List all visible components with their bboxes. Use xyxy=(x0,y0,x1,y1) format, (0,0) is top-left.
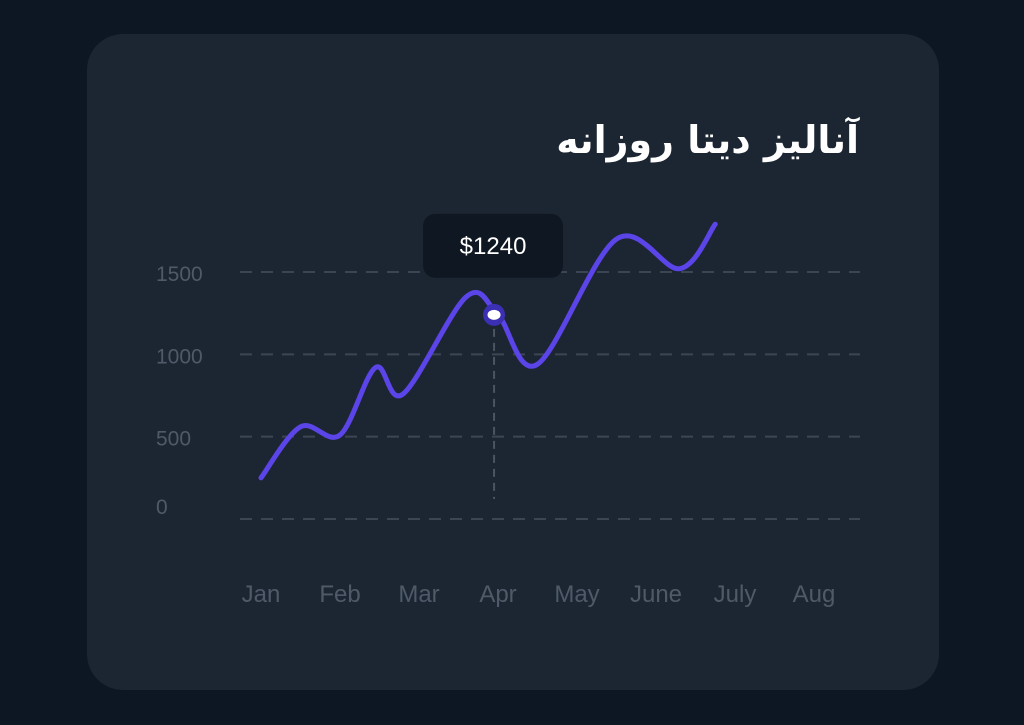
y-tick-label: 1500 xyxy=(156,263,203,286)
tooltip-box xyxy=(423,213,564,278)
y-axis-ticks: 0 500 1000 1500 xyxy=(156,263,203,519)
x-tick-label: Aug xyxy=(793,581,836,608)
y-tick-label: 1000 xyxy=(156,345,203,368)
tooltip-value: $1240 xyxy=(460,233,527,260)
tooltip-group: $1240 xyxy=(423,213,564,278)
x-tick-label: Mar xyxy=(398,581,439,608)
x-tick-label: May xyxy=(554,581,599,608)
highlight-marker xyxy=(487,309,501,320)
series-lines xyxy=(258,221,718,481)
grid-lines xyxy=(240,271,860,520)
x-tick-label: Jan xyxy=(242,581,281,608)
series-line-0 xyxy=(258,221,718,481)
y-tick-label: 0 xyxy=(156,496,168,519)
y-tick-label: 500 xyxy=(156,428,191,451)
chart-title: آنالیز دیتا روزانه xyxy=(556,118,859,162)
x-tick-label: June xyxy=(630,581,682,608)
x-axis-ticks: Jan Feb Mar Apr May June July Aug xyxy=(242,581,836,608)
highlight-marker-group xyxy=(483,303,506,326)
chart-card: آنالیز دیتا روزانه xyxy=(87,34,939,690)
x-tick-label: Apr xyxy=(479,581,516,608)
x-tick-label: Feb xyxy=(319,581,360,608)
x-tick-label: July xyxy=(714,581,757,608)
